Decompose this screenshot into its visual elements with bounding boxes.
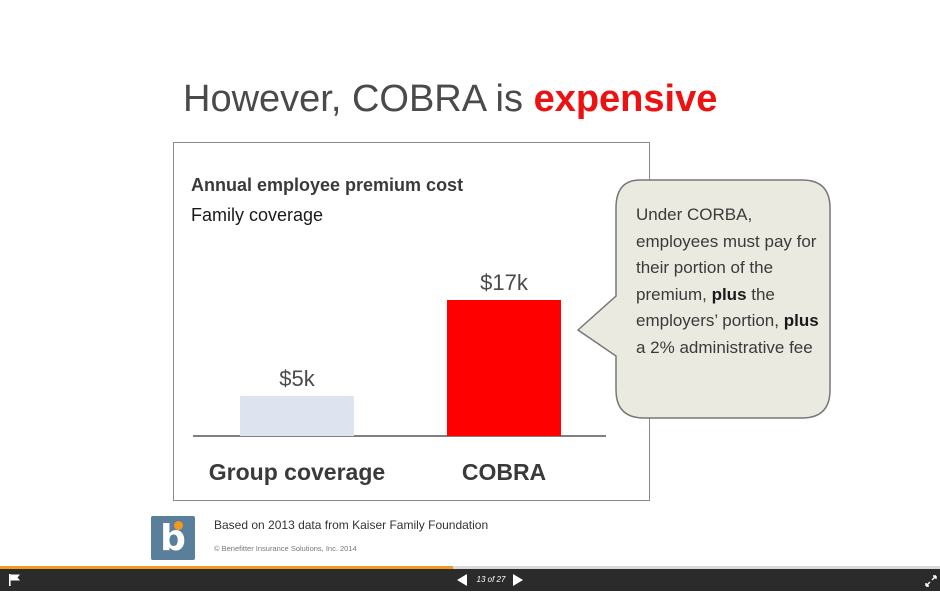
prev-slide-button[interactable] <box>456 573 468 587</box>
logo-letter: b <box>160 518 186 559</box>
callout-bold-2: plus <box>783 311 819 330</box>
progress-fill <box>0 566 453 569</box>
callout-text-1: Under CORBA, employees must pay for thei… <box>636 205 817 304</box>
expand-icon <box>925 575 937 587</box>
callout-text-3: a 2% administrative fee <box>636 337 813 357</box>
source-note: Based on 2013 data from Kaiser Family Fo… <box>214 518 489 532</box>
slide: However, COBRA is expensive Annual emplo… <box>151 78 831 560</box>
flag-icon[interactable] <box>8 573 22 587</box>
category-label: Group coverage <box>209 459 385 485</box>
expand-button[interactable] <box>925 574 937 587</box>
slide-title-accent: expensive <box>533 78 718 120</box>
benefitter-logo: b <box>151 516 195 560</box>
slide-title-prefix: However, COBRA is <box>183 78 534 120</box>
progress-bar[interactable] <box>0 566 940 569</box>
logo-dot <box>174 521 183 530</box>
bar-value-label: $17k <box>480 270 529 295</box>
play-right-icon <box>513 574 523 586</box>
chart-title: Annual employee premium cost <box>191 175 464 195</box>
callout-text: Under CORBA, employees must pay for thei… <box>636 202 821 361</box>
bar-value-label: $5k <box>279 366 315 391</box>
callout-text-2: the employers’ portion, <box>636 284 784 331</box>
slide-title: However, COBRA is expensive <box>183 78 717 121</box>
player-controls: 13 of 27 <box>0 569 940 591</box>
next-slide-button[interactable] <box>512 573 524 587</box>
bar-cobra <box>447 300 561 436</box>
bar-chart: $5k Group coverage $17k COBRA <box>193 270 606 485</box>
play-left-icon <box>457 574 467 586</box>
chart-panel: Annual employee premium cost Family cove… <box>173 142 650 501</box>
bar-group-coverage <box>240 396 354 436</box>
page-counter: 13 of 27 <box>476 575 506 584</box>
callout-bold-1: plus <box>711 284 747 304</box>
callout-bubble <box>576 179 831 419</box>
copyright-note: © Benefitter Insurance Solutions, Inc. 2… <box>214 544 357 553</box>
category-label: COBRA <box>462 459 546 485</box>
chart-subtitle: Family coverage <box>191 205 324 225</box>
bottom-strip <box>0 591 940 600</box>
